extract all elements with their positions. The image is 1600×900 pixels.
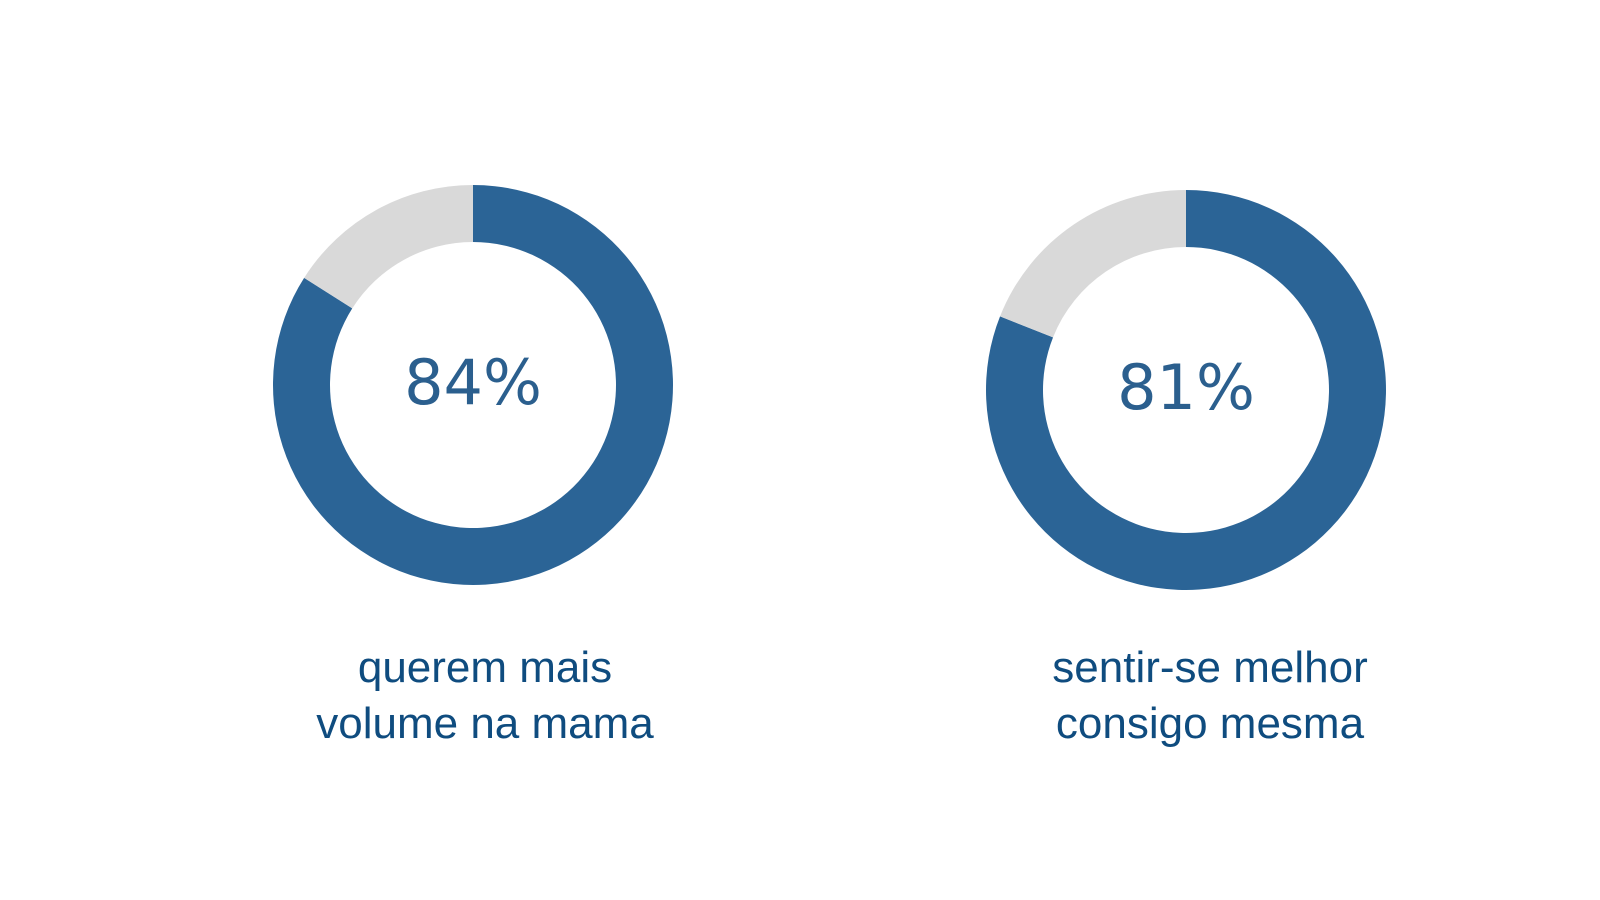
donut-svg: 81% — [986, 190, 1386, 590]
donut-slice-remainder — [1000, 190, 1186, 338]
donut-center-label: 84% — [404, 346, 542, 419]
donut-chart-self-esteem: 81% — [976, 180, 1396, 600]
donut-slices — [986, 190, 1386, 590]
caption-line: volume na mama — [316, 699, 654, 748]
donut-slices — [272, 185, 673, 585]
donut-slice-remainder — [304, 185, 473, 309]
caption-line: consigo mesma — [1055, 699, 1365, 748]
donut-center-label: 81% — [1117, 351, 1255, 424]
donut-svg: 84% — [272, 185, 673, 585]
caption-line: querem mais — [357, 643, 613, 692]
donut-chart-volume: 84% — [263, 175, 683, 595]
caption-self-esteem: sentir-se melhor consigo mesma — [950, 640, 1470, 752]
caption-line: sentir-se melhor — [1052, 643, 1368, 692]
caption-volume: querem mais volume na mama — [225, 640, 745, 752]
